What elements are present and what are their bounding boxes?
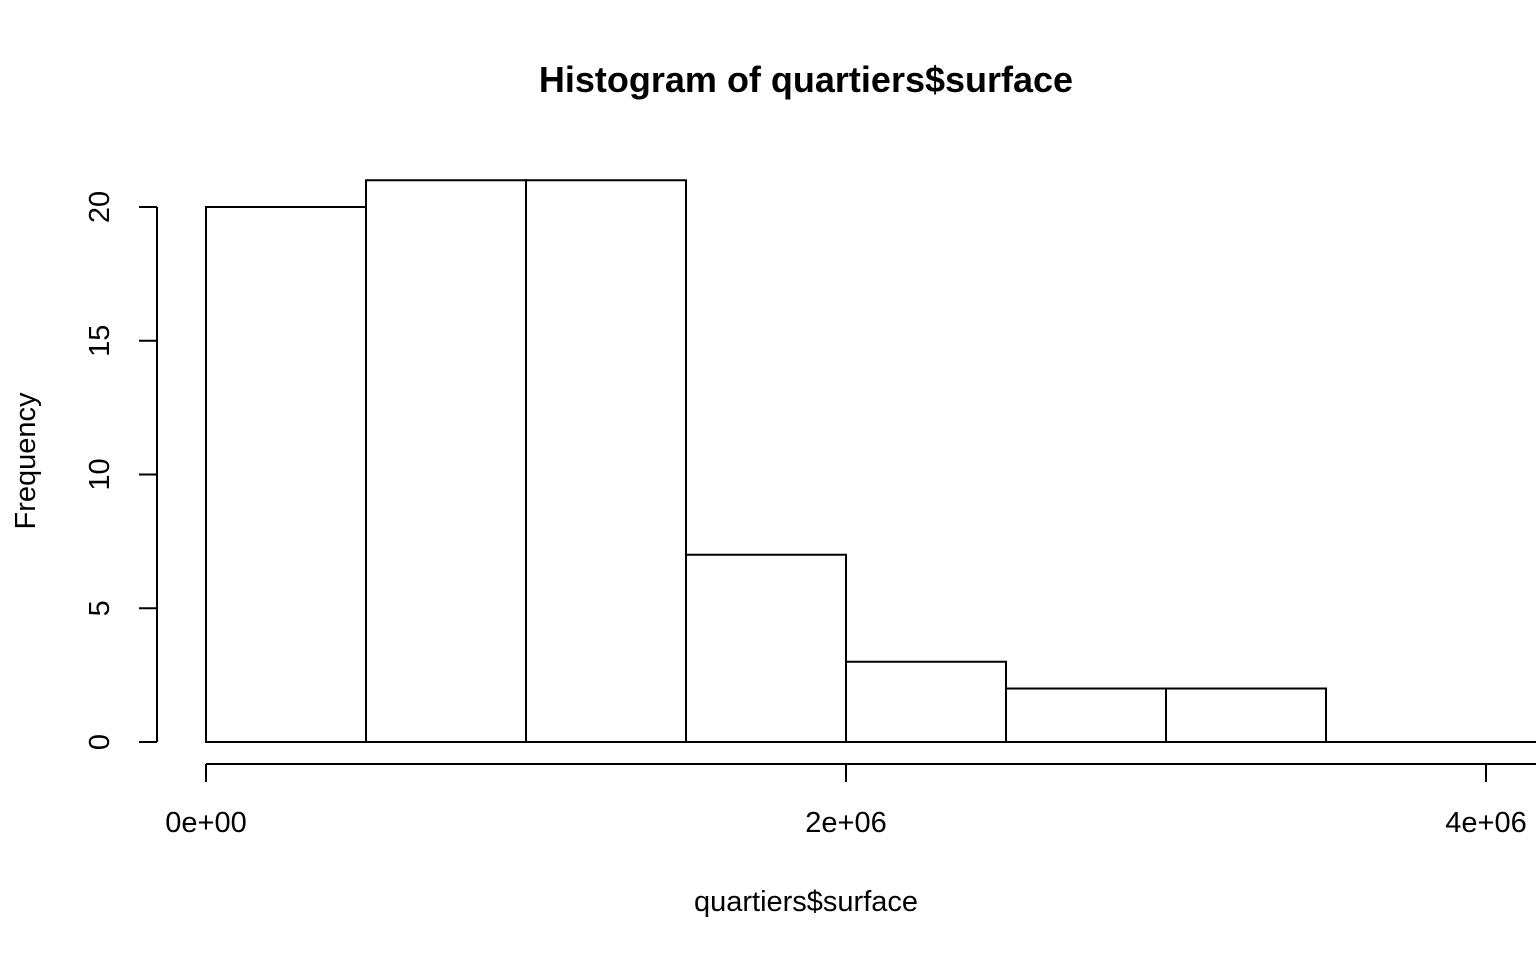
histogram-bar [1165,687,1327,743]
x-tick-label: 2e+06 [805,807,886,839]
y-axis-label: Frequency [10,392,42,530]
y-tick-label: 0 [84,734,116,750]
x-tick-label: 0e+00 [165,807,246,839]
histogram-bar [845,660,1007,743]
y-tick-label: 15 [84,325,116,357]
x-axis-label: quartiers$surface [694,886,918,918]
y-tick-label: 5 [84,600,116,616]
histogram-bar [685,553,847,743]
histogram-bar [365,179,527,743]
histogram-bar [525,179,687,743]
x-tick-label: 4e+06 [1445,807,1526,839]
histogram-bar [205,206,367,743]
y-tick-label: 20 [84,191,116,223]
y-tick-label: 10 [84,458,116,490]
histogram-bar [1005,687,1167,743]
y-axis: 0 5 10 15 20 [84,191,158,750]
bars-group [205,179,1536,743]
chart-title: Histogram of quartiers$surface [539,59,1073,100]
